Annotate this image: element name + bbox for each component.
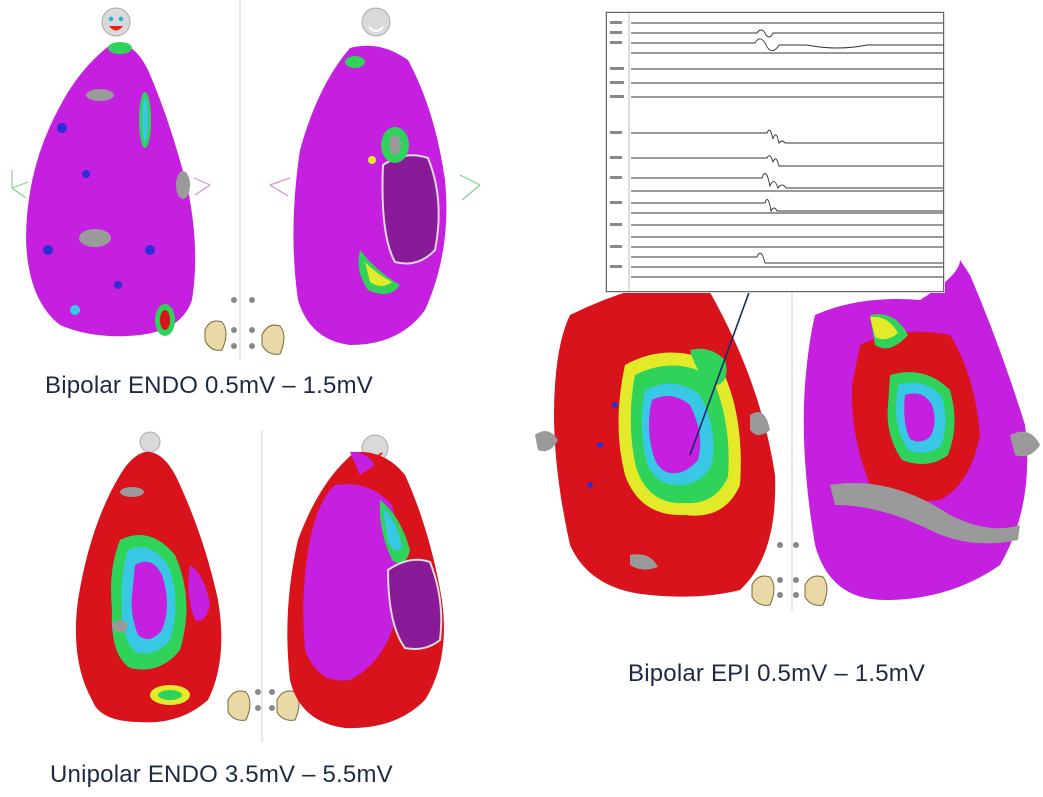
bipolar-epi-caption: Bipolar EPI 0.5mV – 1.5mV (628, 660, 926, 687)
bipolar-epi-panel (530, 255, 1043, 620)
bipolar-endo-maps (0, 0, 490, 365)
heart-orientation-icon (276, 690, 300, 721)
heart-orientation-icon (751, 575, 775, 606)
heart-orientation-icon (261, 324, 285, 355)
bipolar-endo-panel (0, 0, 490, 365)
unipolar-endo-caption: Unipolar ENDO 3.5mV – 5.5mV (50, 761, 393, 788)
heart-orientation-icon (204, 320, 227, 351)
face-orientation-icon (101, 7, 131, 37)
heart-orientation-icon (227, 690, 251, 721)
unipolar-endo-maps (0, 430, 490, 750)
unipolar-endo-panel (0, 430, 490, 750)
bipolar-epi-maps (530, 255, 1043, 620)
bipolar-endo-caption: Bipolar ENDO 0.5mV – 1.5mV (45, 372, 373, 399)
heart-orientation-icon (804, 575, 828, 606)
electrogram-traces (607, 13, 943, 291)
electrogram-inset (606, 12, 944, 292)
face-orientation-icon (139, 431, 161, 453)
face-orientation-icon (361, 7, 391, 37)
compass-icon (11, 170, 211, 199)
